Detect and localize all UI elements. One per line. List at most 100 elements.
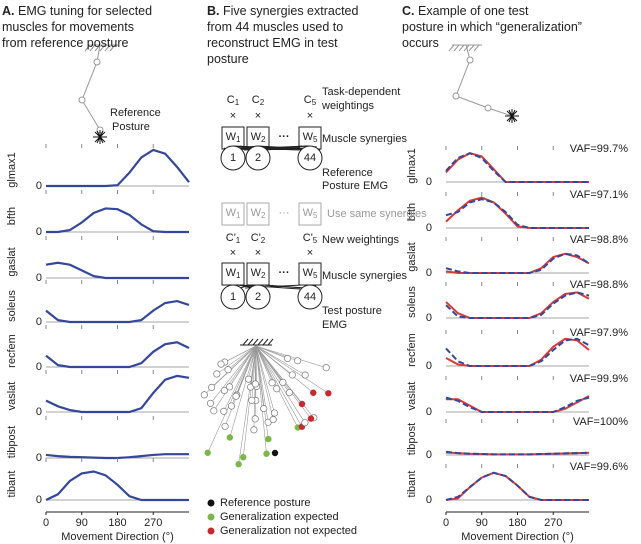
symbol-letter: C <box>227 94 235 106</box>
muscle-label: bfth <box>406 203 418 221</box>
panel-title-text: Example of one test <box>418 4 529 18</box>
legend-label: Generalization expected <box>220 511 339 523</box>
tuning-curve <box>445 152 589 183</box>
panel-title: B. Five synergies extracted <box>207 4 359 18</box>
tuning-curve <box>45 299 190 324</box>
label: Use same synergies <box>327 208 427 220</box>
label: Muscle synergies <box>322 133 407 145</box>
zero-label: 0 <box>36 452 42 464</box>
label: Task-dependent <box>322 86 400 98</box>
network-node <box>240 454 247 461</box>
symbol: W1 <box>226 207 241 220</box>
posture-sketch-a <box>78 44 118 144</box>
network-node <box>244 375 253 383</box>
panel-title: C. Example of one test <box>402 4 529 18</box>
times: × <box>255 110 261 122</box>
panel-title-text: Five synergies extracted <box>223 4 359 18</box>
symbol: C1 <box>227 94 240 107</box>
network-edge <box>224 345 257 391</box>
zero-label: 0 <box>426 222 432 234</box>
legend-label: Generalization not expected <box>220 525 357 537</box>
symbol-sub: 1 <box>235 98 240 107</box>
symbol: C'5 <box>303 232 318 245</box>
symbol-sub: 2 <box>261 271 266 280</box>
zero-label: 0 <box>36 180 42 192</box>
symbol: C'2 <box>251 232 266 245</box>
zero-label: 0 <box>36 406 42 418</box>
network-edge <box>207 345 257 453</box>
label: Muscle synergies <box>322 270 407 282</box>
network-edge <box>255 345 288 359</box>
network-edge <box>223 345 257 412</box>
muscle-node: 44 <box>304 291 316 303</box>
muscle-label: gaslat <box>6 247 18 276</box>
network-node <box>251 415 259 423</box>
symbol: W5 <box>303 131 318 144</box>
zero-label: 0 <box>36 494 42 506</box>
posture-sketch-c <box>448 44 519 123</box>
symbol-letter: W <box>303 267 314 279</box>
muscle-label: tibant <box>406 471 418 498</box>
label: weightings <box>321 100 374 112</box>
legend-swatch <box>207 527 215 535</box>
network-edge <box>216 345 257 375</box>
network-edge <box>255 345 329 394</box>
tuning-curve <box>445 252 590 274</box>
symbol-letter: W <box>303 207 314 219</box>
symbol: W5 <box>303 207 318 220</box>
network-node <box>235 461 242 468</box>
posture-label: Reference <box>110 107 161 119</box>
tuning-curve <box>445 198 589 229</box>
network-node <box>210 407 218 415</box>
network-node <box>288 371 296 379</box>
symbol-letter: W <box>251 207 262 219</box>
network-node <box>271 449 279 457</box>
network-node <box>200 391 208 399</box>
vaf-label: VAF=97.1% <box>570 189 628 201</box>
network-edge <box>235 345 257 397</box>
zero-label: 0 <box>36 226 42 238</box>
symbol-sub: 2 <box>261 211 266 220</box>
symbol-sub: 5 <box>313 236 318 245</box>
network-edge <box>229 345 257 438</box>
tuning-curve <box>445 291 590 319</box>
muscle-node: 2 <box>255 152 261 164</box>
muscle-label: recfem <box>6 334 18 368</box>
x-axis-label: Movement Direction (°) <box>461 531 574 543</box>
symbol-sub: 5 <box>312 98 317 107</box>
times: × <box>230 110 236 122</box>
symbol-letter: W <box>251 267 262 279</box>
network-edge <box>255 345 275 414</box>
tuning-curve <box>445 471 589 501</box>
network-node <box>220 407 228 415</box>
network-node <box>307 415 315 422</box>
tuning-curve <box>46 148 190 188</box>
network-node <box>226 383 234 391</box>
muscle-label: soleus <box>6 290 18 322</box>
symbol: C2 <box>252 94 265 107</box>
network-edge <box>211 345 257 388</box>
vaf-label: VAF=99.6% <box>570 461 628 473</box>
zero-label: 0 <box>426 406 432 418</box>
panel-title: muscles for movements <box>2 20 134 34</box>
network-node <box>301 419 309 427</box>
network-edge <box>255 345 327 368</box>
panel-title: posture <box>207 52 249 66</box>
zero-label: 0 <box>36 316 42 328</box>
panel-title-text: occurs <box>402 36 439 50</box>
network-node <box>221 422 229 430</box>
symbol-letter: C' <box>251 232 261 244</box>
symbol: C5 <box>304 94 317 107</box>
network-node <box>285 389 293 397</box>
network-node <box>273 385 281 393</box>
tuning-curve <box>445 291 590 319</box>
network-node <box>250 426 258 434</box>
panel-title: reconstruct EMG in test <box>207 36 338 50</box>
symbol-letter: W <box>251 131 262 143</box>
network-edge <box>255 345 306 376</box>
panel-title: from reference posture <box>2 36 128 50</box>
network-edge <box>210 345 257 404</box>
tuning-curve <box>45 470 189 502</box>
network-node <box>220 386 228 395</box>
